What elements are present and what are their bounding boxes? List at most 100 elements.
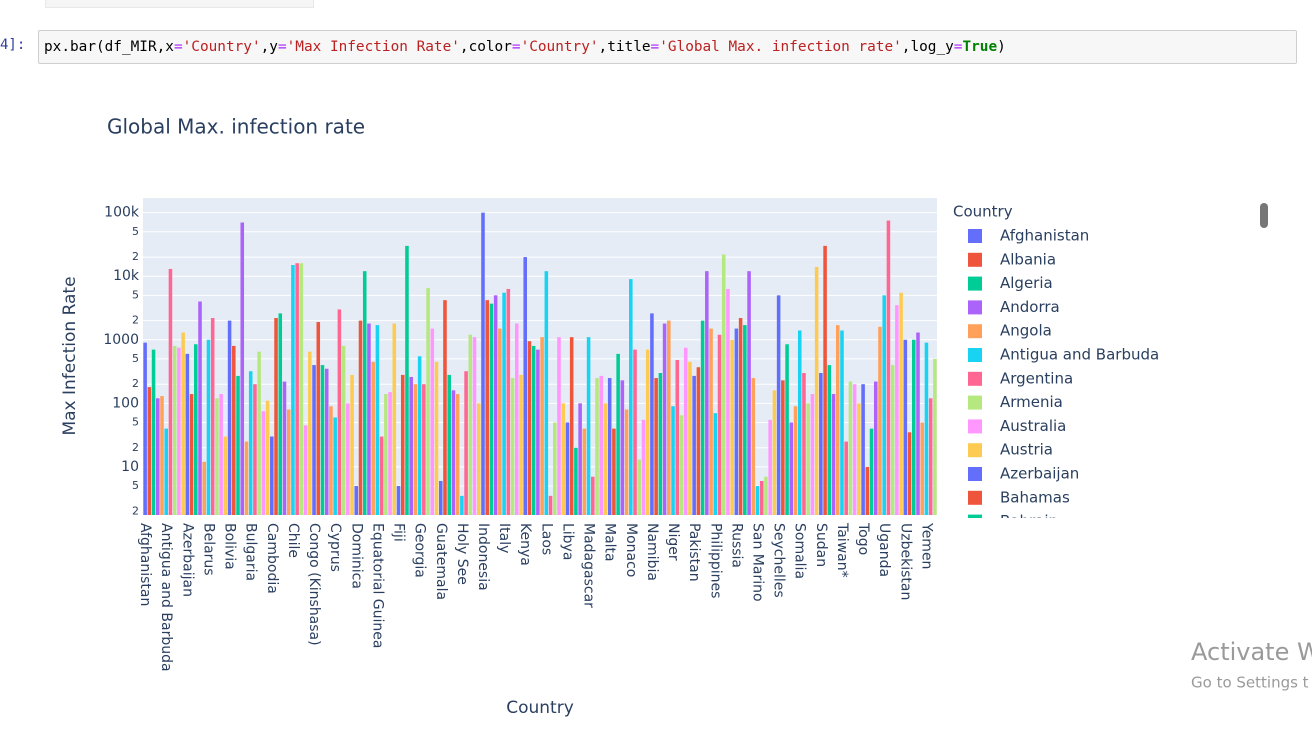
bar: [781, 380, 785, 515]
legend-label: Angola: [1000, 322, 1052, 340]
bar: [303, 425, 308, 515]
y-tick-label: 5: [132, 352, 139, 365]
legend-label: Andorra: [1000, 298, 1060, 316]
x-tick-label: Niger: [665, 523, 681, 561]
bar: [755, 486, 760, 515]
chart-title: Global Max. infection rate: [107, 115, 365, 139]
bar: [831, 394, 836, 515]
bar: [396, 486, 401, 515]
bar: [219, 394, 223, 515]
bar: [156, 398, 160, 515]
bar: [645, 349, 650, 515]
code-token: ): [997, 39, 1006, 55]
x-tick-label: Cyprus: [327, 523, 343, 572]
x-tick-label: Uzbekistan: [897, 523, 913, 600]
y-tick-label: 5: [132, 415, 139, 428]
bar: [705, 271, 709, 515]
bar: [734, 328, 739, 515]
bar: [308, 351, 312, 515]
bar: [797, 330, 802, 515]
bar: [933, 358, 937, 515]
bar: [641, 419, 646, 515]
bar: [240, 222, 245, 515]
bar: [726, 288, 730, 515]
bar: [633, 349, 637, 515]
bar: [278, 313, 283, 515]
bar: [637, 459, 642, 515]
x-tick-label: Bolivia: [222, 523, 238, 570]
bar: [248, 371, 253, 515]
bar: [489, 303, 494, 515]
x-tick-label: Belarus: [200, 523, 216, 576]
bar: [591, 476, 595, 515]
legend-swatch: [968, 467, 982, 481]
x-tick-label: Seychelles: [771, 523, 787, 598]
x-tick-label: Dominica: [348, 523, 364, 589]
bar: [519, 374, 523, 515]
bar: [582, 428, 587, 515]
x-tick-label: Guatemala: [433, 523, 449, 600]
bar: [886, 220, 891, 516]
bar: [907, 432, 912, 515]
bar: [683, 347, 688, 515]
bar: [865, 466, 870, 515]
bar: [362, 271, 367, 515]
bar: [329, 406, 333, 515]
code-token: 'Country': [520, 39, 599, 55]
bar: [671, 406, 675, 515]
x-tick-label: Yemen: [918, 522, 934, 569]
bar: [793, 406, 798, 515]
bar: [523, 257, 527, 515]
x-tick-label: Madagascar: [581, 523, 597, 608]
y-tick-label: 10k: [113, 268, 140, 284]
bar: [147, 387, 152, 515]
code-cell[interactable]: px.bar(df_MIR,x='Country',y='Max Infecti…: [38, 30, 1297, 64]
bar: [316, 322, 321, 515]
legend-scrollbar[interactable]: [1260, 203, 1268, 228]
x-tick-label: Equatorial Guinea: [369, 523, 385, 648]
bar: [920, 422, 924, 515]
x-tick-label: Antigua and Barbuda: [158, 523, 174, 672]
bar: [658, 373, 663, 515]
y-tick-label: 10: [121, 459, 139, 475]
bar: [417, 356, 422, 515]
bar: [827, 365, 832, 515]
bar: [823, 245, 827, 515]
bar: [282, 381, 287, 515]
bar: [772, 390, 777, 515]
bar: [743, 325, 747, 515]
legend-swatch: [968, 371, 982, 386]
bar: [333, 417, 337, 515]
bar: [595, 378, 599, 515]
legend-swatch: [968, 490, 982, 505]
legend-label: Australia: [1000, 417, 1066, 435]
bar: [759, 480, 764, 515]
bar: [557, 337, 561, 515]
bar: [861, 384, 865, 515]
bar: [878, 326, 882, 515]
x-axis-title: Country: [506, 698, 574, 718]
x-tick-label: Chile: [285, 523, 301, 558]
bar: [540, 337, 544, 515]
bar: [814, 266, 819, 515]
y-tick-label: 1000: [103, 332, 139, 348]
bar: [409, 376, 413, 515]
bar: [650, 313, 654, 515]
x-tick-label: Bulgaria: [243, 523, 259, 581]
bar: [565, 422, 570, 515]
bar: [696, 367, 701, 515]
y-tick-label: 100: [112, 395, 139, 411]
code-token: =: [277, 39, 287, 55]
bar: [890, 365, 895, 515]
x-tick-label: Sudan: [813, 523, 829, 567]
x-tick-label: Laos: [538, 523, 554, 555]
bar: [675, 360, 680, 515]
bar: [223, 436, 228, 515]
bar: [662, 323, 667, 515]
bar: [531, 345, 536, 515]
bar: [451, 390, 456, 515]
legend-swatch: [968, 324, 982, 339]
x-tick-label: Namibia: [644, 523, 660, 581]
